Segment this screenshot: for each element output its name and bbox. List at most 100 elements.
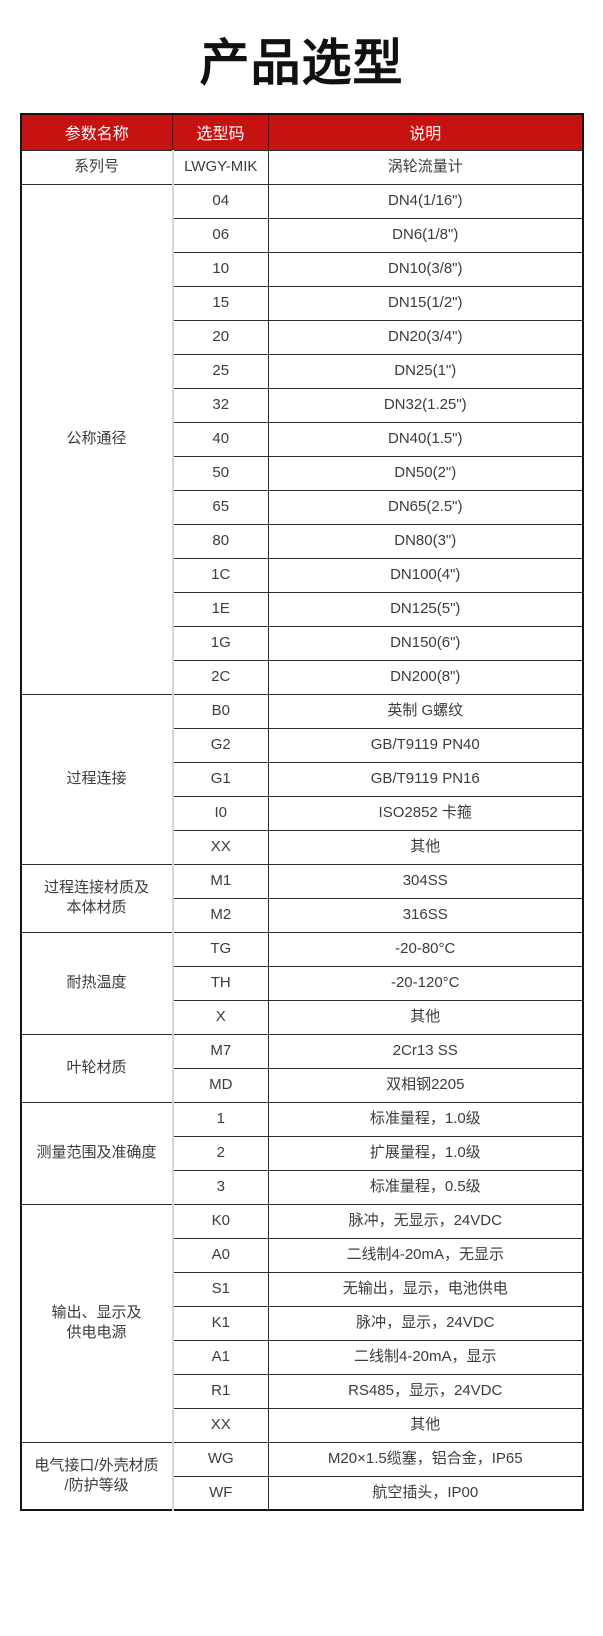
desc-cell: GB/T9119 PN40 (268, 727, 583, 763)
table-row: 叶轮材质 M7 2Cr13 SS (20, 1033, 583, 1103)
code-cell: 15 (171, 285, 269, 321)
code-cell: B0 (171, 693, 269, 729)
desc-cell: DN65(2.5") (268, 489, 583, 525)
table-row: G2 GB/T9119 PN40 (21, 727, 583, 763)
desc-cell: RS485，显示，24VDC (268, 1373, 583, 1409)
code-cell: K1 (171, 1305, 269, 1341)
product-selection-table: 参数名称 选型码 说明 系列号 LWGY-MIK 涡轮流量计 公称通径 04 DN4(1/… (19, 113, 584, 1511)
param-name-cell: 公称通径 (20, 183, 174, 695)
desc-cell: ISO2852 卡箍 (268, 795, 583, 831)
desc-cell: 双相钢2205 (268, 1067, 583, 1103)
table-body: 系列号 LWGY-MIK 涡轮流量计 公称通径 04 DN4(1/16") 06 DN6(1/… (20, 149, 583, 1511)
desc-cell: 标准量程，0.5级 (268, 1169, 583, 1205)
code-cell: M7 (171, 1033, 269, 1069)
desc-cell: 其他 (268, 999, 583, 1035)
table-row: 10 DN10(3/8") (21, 251, 583, 287)
table-row: A0 二线制4-20mA，无显示 (21, 1237, 583, 1273)
table-row: 1C DN100(4") (21, 557, 583, 593)
desc-cell: M20×1.5缆塞，铝合金，IP65 (268, 1441, 583, 1477)
table-row: 过程连接 B0 英制 G螺纹 (20, 693, 583, 865)
code-cell: G2 (171, 727, 269, 763)
code-cell: M1 (171, 863, 269, 899)
page-title: 产品选型 (199, 35, 404, 91)
header-description: 说明 (268, 113, 583, 151)
desc-cell: 航空插头，IP00 (268, 1475, 583, 1511)
param-name-cell: 过程连接 (20, 693, 174, 865)
desc-cell: 其他 (268, 1407, 583, 1443)
desc-cell: DN25(1") (268, 353, 583, 389)
desc-cell: 扩展量程，1.0级 (268, 1135, 583, 1171)
desc-cell: DN20(3/4") (268, 319, 583, 355)
table-row: 40 DN40(1.5") (21, 421, 583, 457)
desc-cell: DN6(1/8") (268, 217, 583, 253)
desc-cell: GB/T9119 PN16 (268, 761, 583, 797)
code-cell: 04 (171, 183, 269, 219)
table-row: 50 DN50(2") (21, 455, 583, 491)
desc-cell: 二线制4-20mA，显示 (268, 1339, 583, 1375)
code-cell: A1 (171, 1339, 269, 1375)
desc-cell: 其他 (268, 829, 583, 865)
desc-cell: 标准量程，1.0级 (268, 1101, 583, 1137)
param-name-cell: 过程连接材质及 本体材质 (20, 863, 174, 933)
table-row: 2C DN200(8") (21, 659, 583, 695)
desc-cell: 二线制4-20mA，无显示 (268, 1237, 583, 1273)
param-name-cell: 输出、显示及 供电电源 (20, 1203, 174, 1443)
desc-cell: DN200(8") (268, 659, 583, 695)
table-header: 参数名称 选型码 说明 (20, 113, 583, 151)
desc-cell: DN32(1.25") (268, 387, 583, 423)
param-name-cell: 叶轮材质 (20, 1033, 174, 1103)
code-cell: A0 (171, 1237, 269, 1273)
code-cell: 32 (171, 387, 269, 423)
code-cell: 10 (171, 251, 269, 287)
code-cell: 40 (171, 421, 269, 457)
desc-cell: 涡轮流量计 (268, 149, 583, 185)
desc-cell: -20-120°C (268, 965, 583, 1001)
table-row: G1 GB/T9119 PN16 (21, 761, 583, 797)
table-row: 3 标准量程，0.5级 (21, 1169, 583, 1205)
code-cell: X (171, 999, 269, 1035)
param-name-cell: 耐热温度 (20, 931, 174, 1035)
desc-cell: 316SS (268, 897, 583, 933)
code-cell: R1 (171, 1373, 269, 1409)
table-row: 耐热温度 TG -20-80°C (20, 931, 583, 1035)
code-cell: 1G (171, 625, 269, 661)
desc-cell: 304SS (268, 863, 583, 899)
code-cell: WG (171, 1441, 269, 1477)
param-name-cell: 测量范围及准确度 (20, 1101, 174, 1205)
desc-cell: DN125(5") (268, 591, 583, 627)
desc-cell: DN80(3") (268, 523, 583, 559)
desc-cell: 英制 G螺纹 (268, 693, 583, 729)
table-row: S1 无输出，显示，电池供电 (21, 1271, 583, 1307)
code-cell: 3 (171, 1169, 269, 1205)
table-row: K1 脉冲，显示，24VDC (21, 1305, 583, 1341)
desc-cell: 脉冲，无显示，24VDC (268, 1203, 583, 1239)
table-row: XX 其他 (21, 1407, 583, 1443)
table-row: 20 DN20(3/4") (21, 319, 583, 355)
code-cell: TG (171, 931, 269, 967)
code-cell: 20 (171, 319, 269, 355)
desc-cell: DN100(4") (268, 557, 583, 593)
table-row: 测量范围及准确度 1 标准量程，1.0级 (20, 1101, 583, 1205)
table-row: A1 二线制4-20mA，显示 (21, 1339, 583, 1375)
table-row: MD 双相钢2205 (21, 1067, 583, 1103)
desc-cell: DN40(1.5") (268, 421, 583, 457)
table-row: 系列号 LWGY-MIK 涡轮流量计 (20, 149, 583, 185)
code-cell: G1 (171, 761, 269, 797)
desc-cell: DN50(2") (268, 455, 583, 491)
table-row: 过程连接材质及 本体材质 M1 304SS (20, 863, 583, 933)
table-row: WF 航空插头，IP00 (21, 1475, 583, 1511)
table-row: 公称通径 04 DN4(1/16") (20, 183, 583, 695)
table-row: X 其他 (21, 999, 583, 1035)
code-cell: TH (171, 965, 269, 1001)
table-row: 输出、显示及 供电电源 K0 脉冲，无显示，24VDC (20, 1203, 583, 1443)
header-selection-code: 选型码 (172, 113, 269, 151)
desc-cell: 2Cr13 SS (268, 1033, 583, 1069)
table-row: 15 DN15(1/2") (21, 285, 583, 321)
table-row: 32 DN32(1.25") (21, 387, 583, 423)
code-cell: 1E (171, 591, 269, 627)
desc-cell: DN15(1/2") (268, 285, 583, 321)
code-cell: I0 (171, 795, 269, 831)
table-row: 电气接口/外壳材质/防护等级 WG M20×1.5缆塞，铝合金，IP65 (20, 1441, 583, 1511)
table-row: R1 RS485，显示，24VDC (21, 1373, 583, 1409)
table-row: 25 DN25(1") (21, 353, 583, 389)
